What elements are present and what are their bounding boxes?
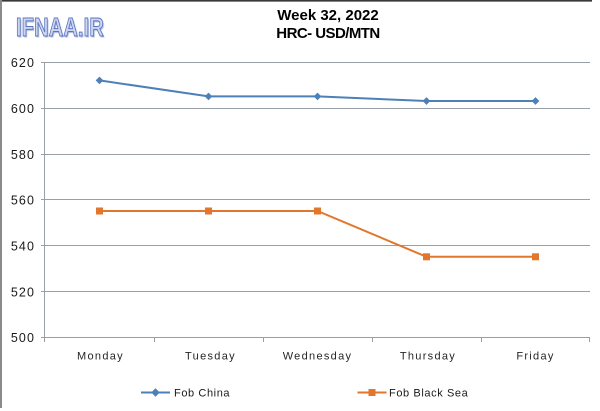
svg-text:520: 520 [11, 285, 35, 299]
svg-text:600: 600 [11, 102, 35, 116]
svg-text:540: 540 [11, 240, 35, 254]
svg-text:500: 500 [11, 331, 35, 345]
svg-text:Thursday: Thursday [400, 351, 456, 363]
svg-text:Friday: Friday [516, 351, 554, 363]
svg-text:Wednesday: Wednesday [283, 351, 353, 363]
svg-text:Tuesday: Tuesday [185, 351, 236, 363]
svg-text:Monday: Monday [77, 351, 124, 363]
svg-text:Fob Black Sea: Fob Black Sea [389, 388, 469, 400]
svg-text:560: 560 [11, 194, 35, 208]
svg-text:620: 620 [11, 56, 35, 70]
svg-text:580: 580 [11, 148, 35, 162]
svg-text:Fob China: Fob China [174, 388, 230, 400]
